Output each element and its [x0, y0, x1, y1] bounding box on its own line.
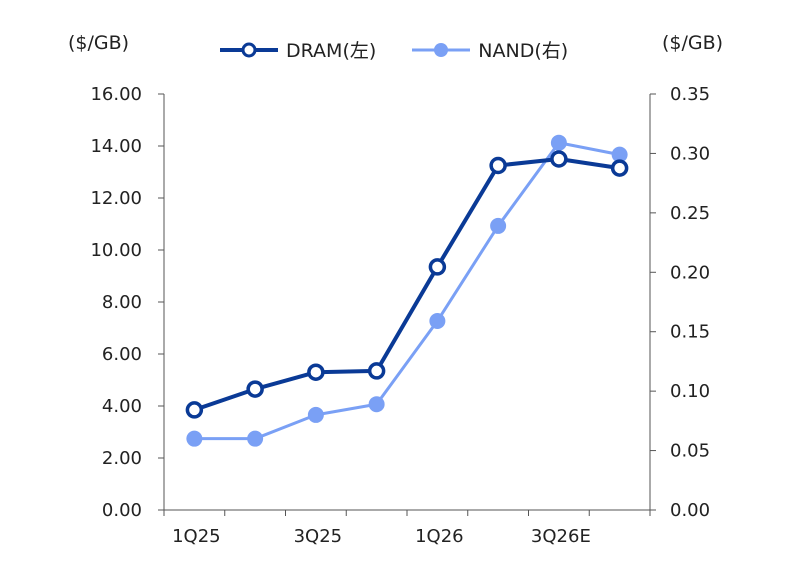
x-axis-tick-label: 3Q26E	[531, 526, 591, 547]
left-axis-tick-label: 10.00	[90, 240, 142, 261]
legend-label-dram: DRAM(左)	[286, 40, 377, 62]
left-axis-tick-label: 6.00	[102, 344, 142, 365]
left-axis-tick-label: 12.00	[90, 188, 142, 209]
nand-point	[247, 430, 264, 447]
dram-point	[246, 380, 264, 398]
left-axis-tick-label: 0.00	[102, 500, 142, 521]
right-axis-tick-label: 0.15	[670, 322, 710, 343]
dram-point	[367, 362, 386, 380]
dram-point	[610, 159, 629, 177]
dram-point	[550, 150, 568, 168]
legend-label-nand: NAND(右)	[478, 40, 569, 62]
left-axis-tick-label: 14.00	[90, 136, 142, 157]
dram-point	[185, 401, 204, 419]
left-axis-tick-label: 16.00	[90, 84, 142, 105]
right-axis-tick-label: 0.35	[670, 84, 710, 105]
left-axis-tick-label: 8.00	[102, 292, 142, 313]
legend-item-dram: DRAM(左)	[218, 36, 376, 63]
right-axis-tick-label: 0.20	[670, 262, 710, 283]
left-axis-unit: ($/GB)	[68, 32, 130, 54]
right-axis-tick-label: 0.30	[670, 143, 710, 164]
nand-point	[307, 406, 324, 423]
legend-marker-nand	[412, 42, 471, 57]
legend: DRAM(左) NAND(右)	[218, 36, 602, 63]
nand-line	[194, 141, 620, 441]
nand-point	[490, 217, 507, 234]
nand-point	[429, 313, 446, 330]
right-axis-tick-label: 0.00	[670, 500, 710, 521]
legend-item-nand: NAND(右)	[410, 36, 568, 63]
right-axis-tick-label: 0.05	[670, 441, 710, 462]
right-axis-tick-label: 0.10	[670, 381, 710, 402]
nand-point	[550, 134, 567, 151]
nand-point	[611, 146, 628, 163]
x-axis-tick-label: 3Q25	[294, 526, 343, 547]
dram-point	[428, 258, 447, 276]
right-axis-tick-label: 0.25	[670, 203, 710, 224]
left-axis-tick-label: 2.00	[102, 448, 142, 469]
nand-point	[186, 430, 203, 447]
right-axis-unit: ($/GB)	[662, 32, 724, 54]
dram-point	[489, 156, 507, 175]
nand-point	[368, 396, 385, 413]
dram-line	[193, 157, 620, 412]
legend-marker-dram	[220, 42, 278, 57]
x-axis-tick-label: 1Q25	[172, 526, 221, 547]
dram-point	[307, 363, 325, 381]
left-axis-tick-label: 4.00	[102, 396, 142, 417]
x-axis-tick-label: 1Q26	[415, 526, 464, 547]
